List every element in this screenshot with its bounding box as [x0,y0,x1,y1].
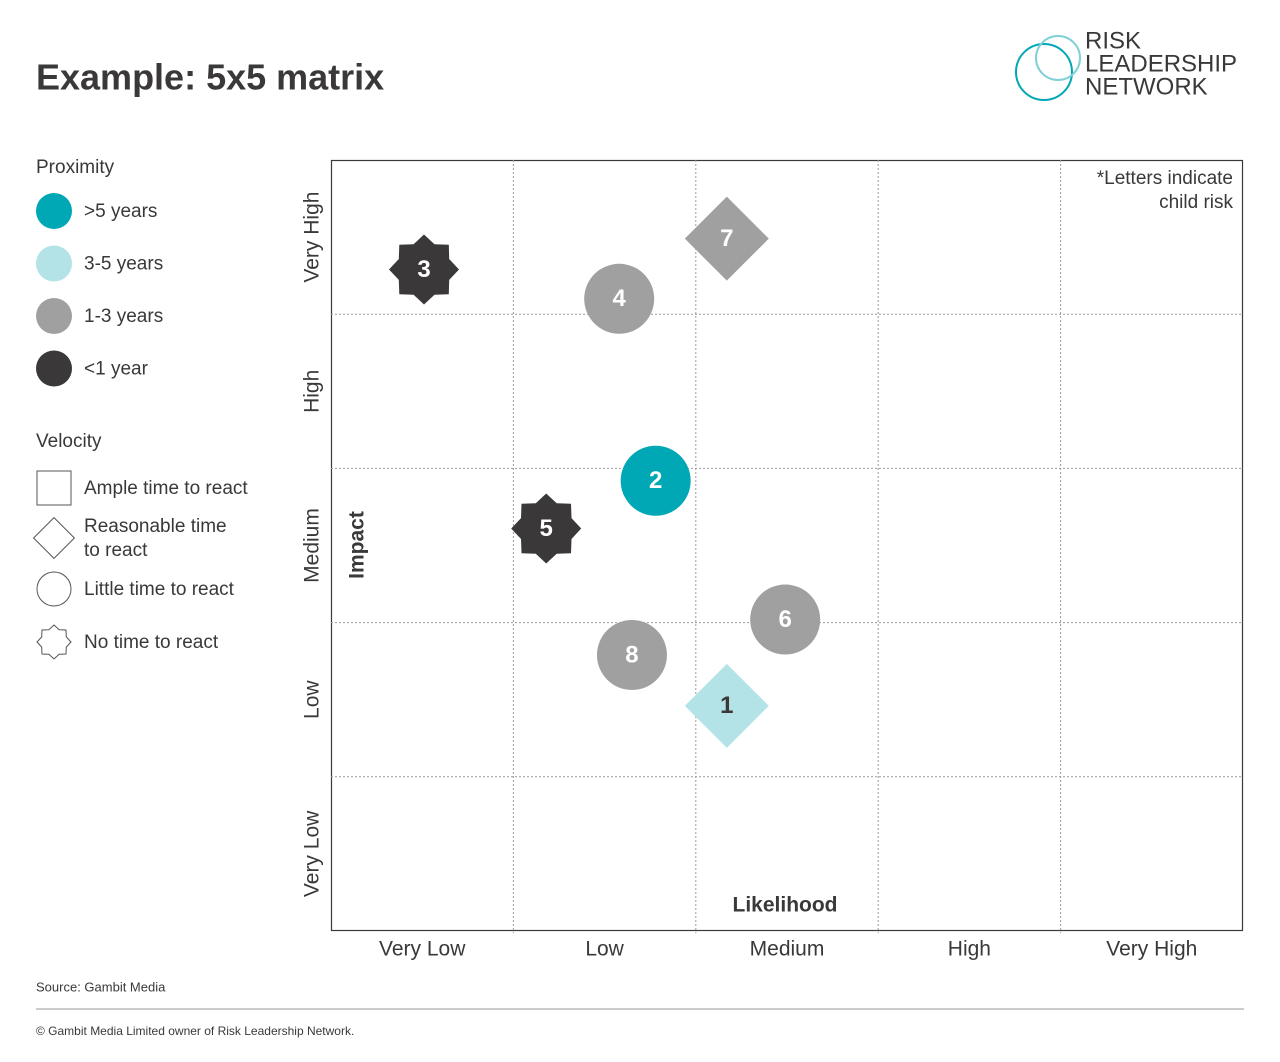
risk-point [750,584,821,655]
point-label: 2 [649,467,662,494]
logo-text: NETWORK [1085,73,1208,100]
shape-star [36,624,72,660]
legend-label: Ample time to react [84,478,248,499]
y-tick-label: Very High [301,192,324,283]
legend-label: Little time to react [84,579,235,600]
x-tick-label: Very Low [379,938,466,961]
risk-point [684,196,769,281]
shape-diamond [32,516,76,560]
y-tick-label: Very Low [301,810,324,897]
legend-label: >5 years [84,201,157,222]
footer: © Gambit Media Limited owner of Risk Lea… [36,1024,354,1038]
x-tick-label: Very High [1106,938,1197,961]
x-axis-label: Likelihood [733,894,838,917]
y-tick-label: Low [301,680,324,719]
legend-swatch [36,245,72,282]
note: child risk [1159,192,1233,213]
source: Source: Gambit Media [36,979,166,994]
logo: RISK LEADERSHIP NETWORK [1015,27,1237,101]
y-axis-label: Impact [346,511,369,579]
x-tick-label: Medium [750,938,825,961]
legend-label: <1 year [84,359,149,380]
risk-point [620,445,691,516]
point-label: 8 [625,641,638,668]
legend-label: 3-5 years [84,254,163,275]
x-tick-label: High [948,938,991,961]
point-label: 7 [720,225,733,252]
legend-label: 1-3 years [84,306,163,327]
legend-title: Velocity [36,431,102,452]
legend-label: to react [84,540,148,561]
legend-title: Proximity [36,157,115,178]
logo-ring [1015,43,1073,101]
risk-point [511,493,582,564]
point-label: 5 [540,515,553,542]
legend-swatch [36,193,72,229]
legend-swatch [36,298,72,334]
point-label: 4 [613,285,627,312]
shape-square [36,470,72,506]
point-label: 1 [720,692,733,719]
legend-label: Reasonable time [84,516,227,537]
legend-swatch [36,350,72,387]
y-tick-label: High [301,370,324,413]
y-tick-label: Medium [301,508,324,583]
plot-border [330,159,1244,932]
note: *Letters indicate [1097,168,1233,189]
shape-circle [36,571,72,607]
legend-label: No time to react [84,632,219,653]
logo-ring [1035,35,1081,81]
risk-point [584,263,655,334]
risk-point [596,619,667,690]
risk-point [389,234,459,305]
chart-title: Example: 5x5 matrix [36,57,384,98]
risk-point [684,663,769,748]
logo-text: LEADERSHIP [1085,50,1237,77]
x-tick-label: Low [585,938,624,961]
point-label: 3 [417,256,430,283]
logo-text: RISK [1085,27,1141,54]
point-label: 6 [778,606,791,633]
